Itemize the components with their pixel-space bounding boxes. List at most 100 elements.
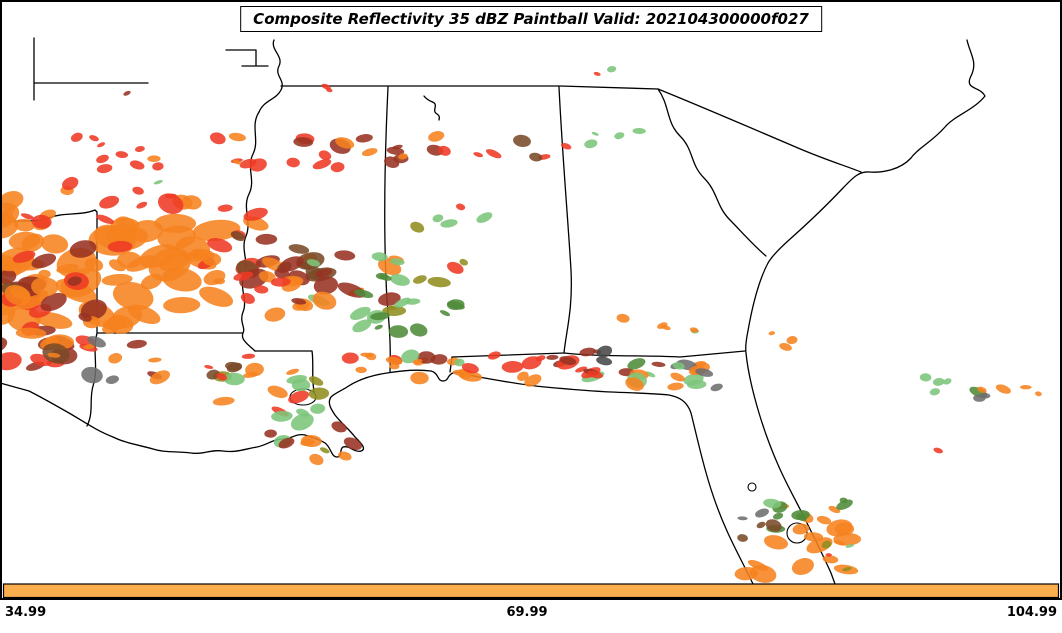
paintball-blob <box>413 275 427 284</box>
paintball-blob <box>394 297 411 308</box>
paintball-blob <box>0 212 14 228</box>
paintball-blob <box>1 207 15 214</box>
paintball-blob <box>296 408 310 417</box>
paintball-blob <box>249 158 267 172</box>
paintball-blob <box>579 347 596 357</box>
state-border-al-fl <box>449 352 565 373</box>
paintball-blob <box>17 294 47 310</box>
paintball-blob <box>217 204 233 212</box>
paintball-blob <box>672 362 685 370</box>
paintball-blob <box>973 394 986 402</box>
paintball-blob <box>21 233 45 253</box>
paintball-blob <box>360 352 373 358</box>
paintball-blob <box>78 312 92 322</box>
paintball-blob <box>440 219 458 228</box>
paintball-blob <box>355 134 373 143</box>
paintball-blob <box>230 231 246 242</box>
paintball-blob <box>384 156 400 168</box>
paintball-blob <box>361 148 378 157</box>
paintball-blob <box>842 567 852 572</box>
paintball-blob <box>134 146 145 152</box>
paintball-blob <box>0 262 16 272</box>
paintball-blob <box>258 270 276 283</box>
paintball-blob <box>157 193 184 214</box>
state-border-al-ga <box>558 86 572 354</box>
paintball-blob <box>355 366 367 374</box>
paintball-blob <box>432 214 444 223</box>
paintball-blob <box>933 447 943 454</box>
paintball-blob <box>13 218 35 232</box>
paintball-blob <box>343 437 362 450</box>
paintball-blob <box>596 345 613 358</box>
paintball-blob <box>70 132 83 142</box>
paintball-blob <box>334 250 356 261</box>
paintball-blob <box>768 331 776 336</box>
paintball-blob <box>755 508 769 518</box>
paintball-blob <box>845 544 855 548</box>
paintball-blob <box>667 382 684 391</box>
state-border-ga-sc <box>657 88 767 257</box>
paintball-blob <box>821 540 832 549</box>
paintball-blob <box>1035 391 1042 397</box>
paintball-blob <box>232 159 242 165</box>
paintball-blob <box>99 195 120 209</box>
paintball-blob <box>115 216 136 233</box>
mississippi-river-north <box>258 39 283 113</box>
paintball-blob <box>459 258 468 266</box>
paintball-blob <box>438 145 451 156</box>
paintball-blob <box>614 132 625 140</box>
paintball-blob <box>20 213 35 220</box>
paintball-blob <box>584 139 598 149</box>
paintball-blob <box>115 151 129 159</box>
river-north-al <box>423 95 440 121</box>
paintball-blob <box>501 360 524 373</box>
paintball-blob <box>591 131 599 136</box>
paintball-blob <box>41 234 69 254</box>
paintball-blob <box>710 383 723 392</box>
paintball-blob <box>734 566 758 581</box>
paintball-blob <box>749 564 777 583</box>
paintball-blob <box>315 268 333 278</box>
paintball-blob <box>354 289 374 299</box>
paintball-blob <box>616 313 630 323</box>
paintball-blob <box>559 356 577 366</box>
paintball-blob <box>430 354 448 365</box>
paintball-blob <box>836 499 853 510</box>
paintball-blob <box>126 255 158 272</box>
paintball-blob <box>15 327 47 339</box>
state-border-tn <box>280 85 659 90</box>
paintball-blob <box>0 191 24 210</box>
colorbar-tick-left: 34.99 <box>5 605 46 620</box>
paintball-blob <box>308 387 330 400</box>
paintball-blob <box>9 286 30 300</box>
paintball-blob <box>129 160 145 170</box>
paintball-blob <box>350 306 371 320</box>
paintball-blob <box>278 437 295 449</box>
paintball-blob <box>331 421 347 433</box>
colorbar-tick-middle: 69.99 <box>506 605 547 620</box>
paintball-blob <box>803 532 824 542</box>
paintball-blob <box>240 292 255 304</box>
paintball-blob <box>89 135 99 142</box>
missouri-bootheel <box>225 49 269 67</box>
paintball-blob <box>596 356 613 366</box>
paintball-blob <box>0 352 22 371</box>
paintball-blob <box>38 269 51 279</box>
border-top-left <box>33 37 149 101</box>
map-frame <box>0 0 1062 600</box>
paintball-blob <box>147 155 161 163</box>
paintball-blob <box>47 352 61 358</box>
paintball-blob <box>31 253 57 269</box>
paintball-blob <box>102 324 118 334</box>
paintball-blob <box>756 521 766 529</box>
paintball-blob <box>352 319 372 333</box>
paintball-blob <box>670 372 685 382</box>
paintball-blobs <box>0 66 1042 583</box>
paintball-blob <box>310 403 326 414</box>
paintball-blob <box>625 377 644 391</box>
paintball-blob <box>763 535 789 550</box>
paintball-blob <box>264 429 277 438</box>
paintball-blob <box>192 219 241 242</box>
paintball-blob <box>410 221 425 233</box>
paintball-blob <box>67 276 82 286</box>
